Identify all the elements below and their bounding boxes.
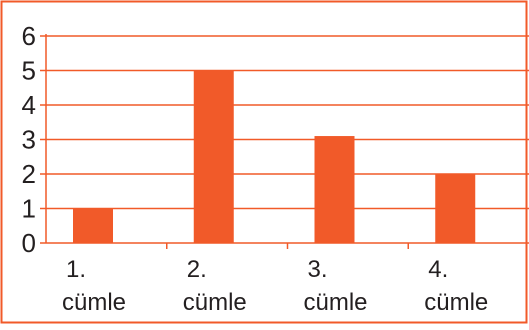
bar-2	[193, 70, 234, 243]
x-tick-label: cümle	[424, 289, 488, 316]
y-tick-label: 2	[22, 159, 36, 189]
x-tick-label: 3.	[308, 256, 328, 283]
x-tick-label: cümle	[183, 289, 247, 316]
y-tick-label: 4	[22, 90, 36, 120]
bar-3	[314, 136, 355, 243]
x-tick-label: 4.	[428, 256, 448, 283]
x-tick-labels: 1. cümle 2. cümle 3. cümle 4. cümle	[62, 256, 488, 316]
y-tick-label: 5	[22, 56, 36, 86]
x-tick-label: 2.	[187, 256, 207, 283]
bar-4	[435, 174, 476, 243]
x-tick-label: 1.	[66, 256, 86, 283]
chart-border	[0, 0, 528, 324]
x-tick-label: cümle	[304, 289, 368, 316]
y-tick-label: 1	[22, 194, 36, 224]
bars	[73, 70, 476, 243]
y-tick-label: 6	[22, 21, 36, 51]
y-tick-labels: 0 1 2 3 4 5 6	[22, 21, 36, 258]
axes	[40, 34, 529, 249]
y-tick-label: 3	[22, 125, 36, 155]
x-tick-label: cümle	[62, 289, 126, 316]
bar-1	[73, 208, 113, 243]
y-tick-label: 0	[22, 228, 36, 258]
